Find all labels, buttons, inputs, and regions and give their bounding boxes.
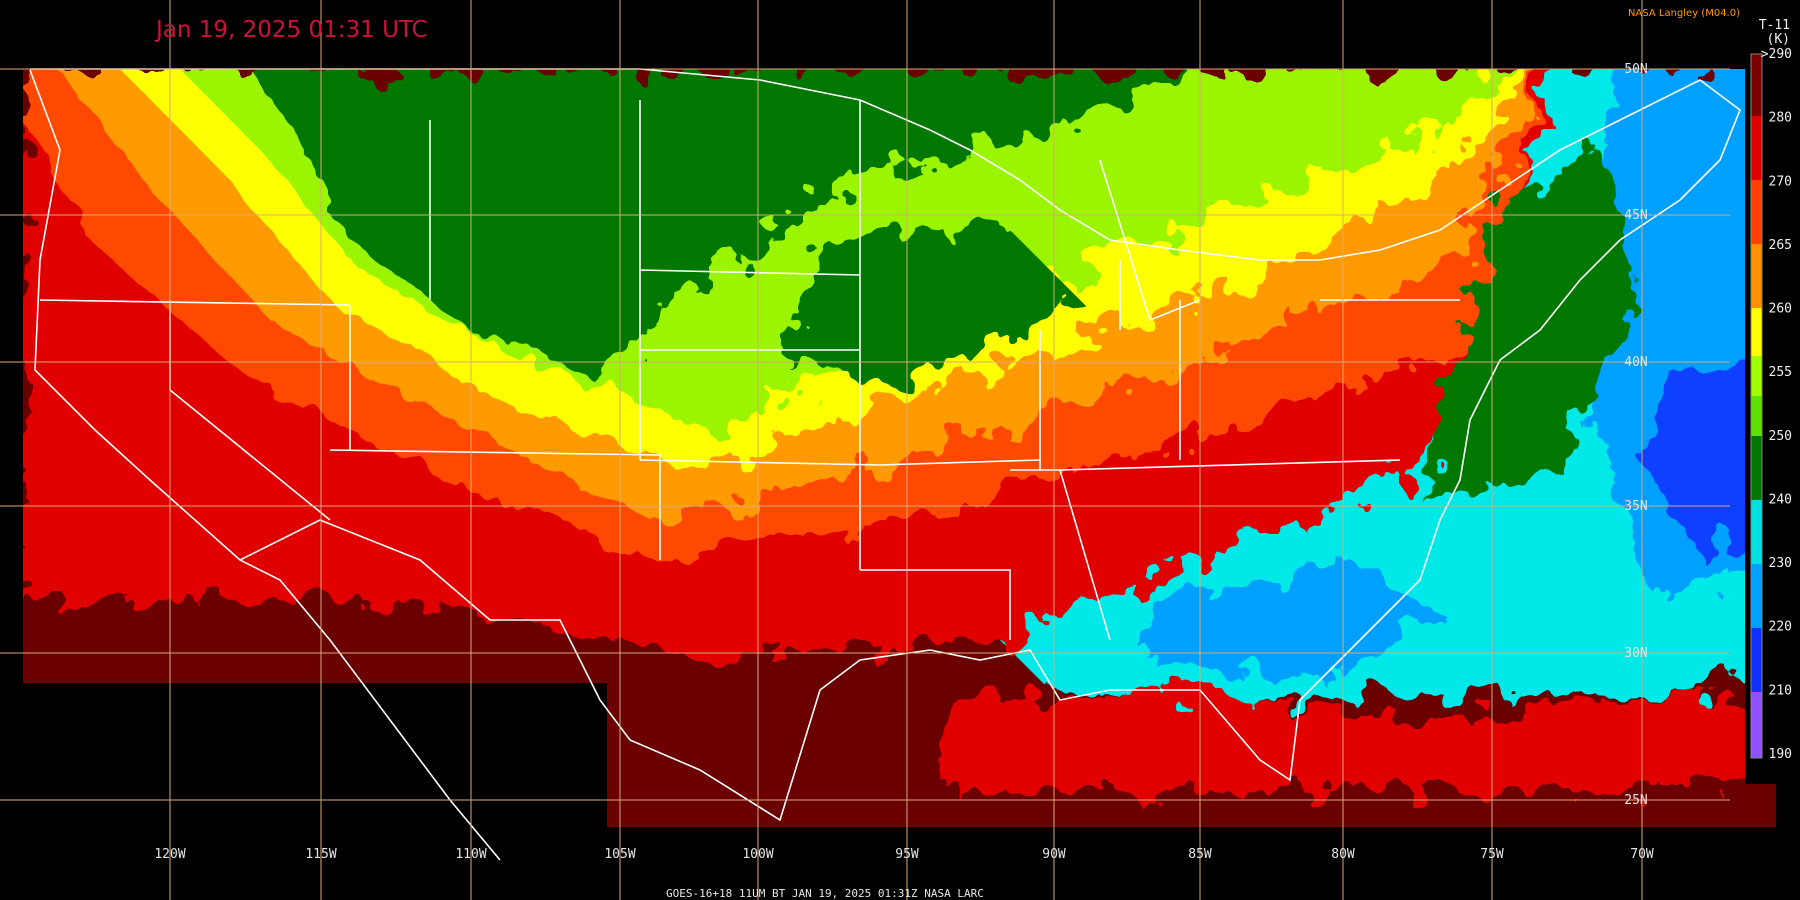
latitude-label: 35N xyxy=(1624,499,1647,514)
latitude-label: 25N xyxy=(1624,793,1647,808)
longitude-label: 105W xyxy=(604,847,635,862)
longitude-label: 110W xyxy=(455,847,486,862)
timestamp-title: Jan 19, 2025 01:31 UTC xyxy=(154,17,428,43)
colorbar-tick-label: 220 xyxy=(1769,620,1792,635)
longitude-label: 80W xyxy=(1331,847,1355,862)
colorbar-title: T-11 xyxy=(1759,18,1790,33)
longitude-label: 95W xyxy=(895,847,919,862)
colorbar-tick-label: 270 xyxy=(1769,174,1792,189)
colorbar-tick-label: 250 xyxy=(1769,429,1792,444)
latitude-label: 45N xyxy=(1624,208,1647,223)
colorbar-tick-label: 210 xyxy=(1769,683,1792,698)
longitude-label: 85W xyxy=(1188,847,1212,862)
footer: GOES-16+18 11UM BT JAN 19, 2025 01:31Z N… xyxy=(666,887,984,900)
latitude-label: 30N xyxy=(1624,646,1647,661)
colorbar-tick-label: 265 xyxy=(1769,238,1792,253)
longitude-label: 100W xyxy=(742,847,773,862)
latitude-label: 40N xyxy=(1624,355,1647,370)
colorbar-tick-label: 230 xyxy=(1769,556,1792,571)
colorbar-tick-label: >290 xyxy=(1761,47,1792,62)
latitude-label: 50N xyxy=(1624,62,1647,77)
boundaries xyxy=(29,68,1741,861)
colorbar-tick-label: 255 xyxy=(1769,365,1792,380)
longitude-label: 90W xyxy=(1042,847,1066,862)
graticule xyxy=(0,0,1730,900)
colorbar-tick-label: 240 xyxy=(1769,492,1792,507)
colorbar-unit: (K) xyxy=(1767,32,1790,47)
longitude-label: 120W xyxy=(154,847,185,862)
colorbar-tick-label: 260 xyxy=(1769,302,1792,317)
longitude-label: 75W xyxy=(1480,847,1504,862)
credit: NASA Langley (M04.0) xyxy=(1628,8,1740,19)
longitude-label: 70W xyxy=(1630,847,1654,862)
longitude-label: 115W xyxy=(305,847,336,862)
colorbar-tick-label: 280 xyxy=(1769,111,1792,126)
colorbar xyxy=(1750,53,1763,759)
colorbar-tick-label: 190 xyxy=(1769,747,1792,762)
